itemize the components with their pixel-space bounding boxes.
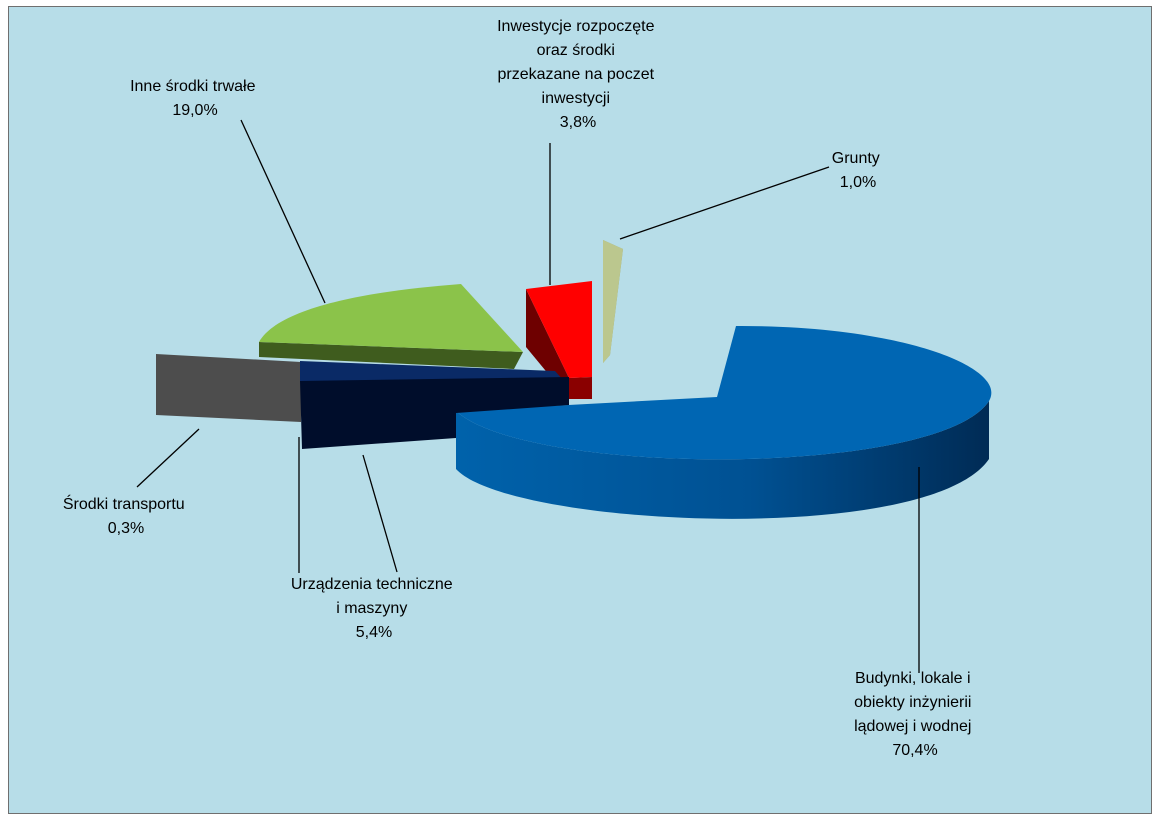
label-inwestycje: Inwestycje rozpoczęte oraz środki przeka… — [497, 18, 659, 131]
slice-grunty[interactable] — [603, 240, 623, 363]
label-urzadzenia-line-2: i maszyny — [336, 600, 407, 617]
label-transport: Środki transportu 0,3% — [63, 494, 189, 537]
leader-grunty — [619, 166, 830, 240]
label-budynki-line-2: obiekty inżynierii — [854, 694, 971, 711]
slice-transport[interactable] — [156, 354, 301, 422]
slice-urzadzenia-front — [300, 377, 569, 449]
leader-transport — [136, 428, 200, 488]
label-grunty: Grunty 1,0% — [832, 150, 884, 191]
label-grunty-line-1: Grunty — [832, 150, 880, 167]
label-transport-line-1: Środki transportu — [63, 494, 185, 513]
label-budynki-line-1: Budynki, lokale i — [855, 670, 971, 687]
label-urzadzenia-value: 5,4% — [356, 624, 392, 641]
slice-grunty-top — [603, 240, 623, 363]
slice-inne[interactable] — [259, 284, 523, 369]
label-inne-line-1: Inne środki trwałe — [130, 78, 255, 95]
chart-area: Budynki, lokale i obiekty inżynierii ląd… — [8, 6, 1152, 814]
label-inwestycje-line-2: oraz środki — [537, 42, 615, 59]
leader-urzadzenia-1 — [362, 454, 398, 573]
slice-inwestycje-side — [526, 289, 569, 399]
label-grunty-value: 1,0% — [840, 174, 876, 191]
leader-inne — [240, 119, 326, 304]
slice-inne-top — [259, 284, 523, 352]
label-inwestycje-line-3: przekazane na poczet — [498, 66, 655, 83]
slice-budynki[interactable] — [456, 325, 992, 519]
label-urzadzenia: Urządzenia techniczne i maszyny 5,4% — [291, 576, 457, 641]
pie-chart: Budynki, lokale i obiekty inżynierii ląd… — [63, 18, 992, 759]
slice-budynki-top — [456, 325, 992, 460]
label-inwestycje-line-1: Inwestycje rozpoczęte — [497, 18, 655, 35]
label-inwestycje-line-4: inwestycji — [542, 90, 610, 107]
slice-urzadzenia-top — [300, 361, 564, 381]
label-budynki: Budynki, lokale i obiekty inżynierii ląd… — [854, 670, 976, 759]
slice-budynki-side — [456, 401, 989, 519]
slice-inwestycje[interactable] — [526, 281, 592, 399]
label-inne-value: 19,0% — [172, 102, 217, 119]
leader-lines — [136, 119, 920, 673]
label-urzadzenia-line-1: Urządzenia techniczne — [291, 576, 453, 593]
label-budynki-value: 70,4% — [892, 742, 937, 759]
slice-transport-front — [156, 354, 301, 422]
slice-urzadzenia[interactable] — [300, 361, 569, 449]
label-inwestycje-value: 3,8% — [560, 114, 596, 131]
slice-inne-side — [259, 342, 523, 369]
slice-inwestycje-front — [569, 377, 592, 399]
slice-inwestycje-top — [526, 281, 592, 378]
label-transport-value: 0,3% — [108, 520, 144, 537]
label-inne: Inne środki trwałe 19,0% — [130, 78, 260, 119]
label-budynki-line-3: lądowej i wodnej — [854, 718, 971, 735]
